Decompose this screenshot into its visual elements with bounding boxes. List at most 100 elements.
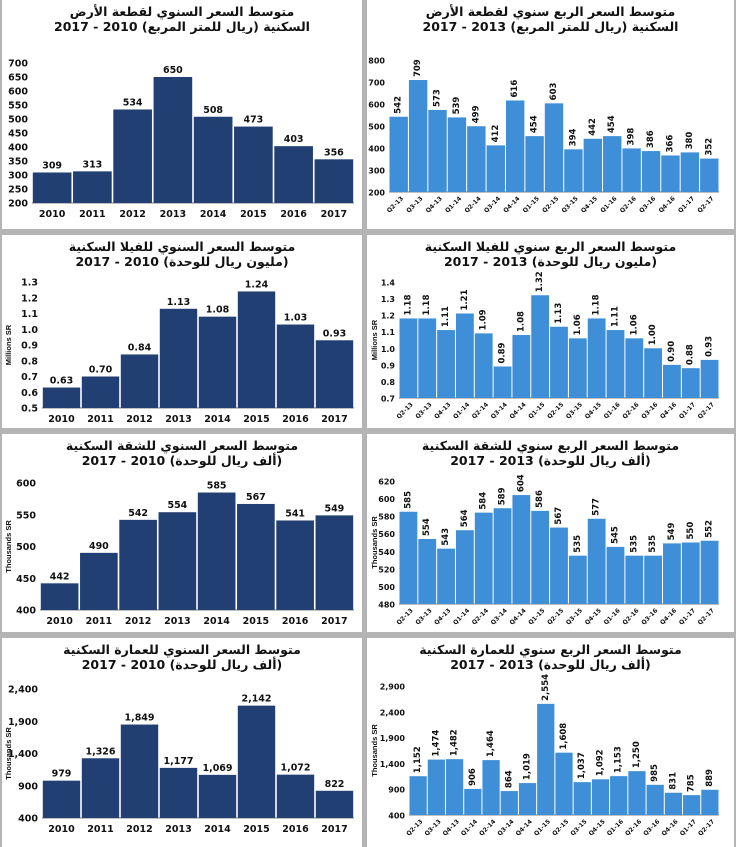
y-tick-label: 200 bbox=[368, 189, 385, 198]
y-tick-label: 0.5 bbox=[21, 404, 38, 415]
x-tick-label: Q2-15 bbox=[541, 195, 560, 214]
y-axis-title: Thousands SR bbox=[370, 724, 379, 777]
data-label: 985 bbox=[650, 764, 660, 782]
x-tick-label: Q1-14 bbox=[452, 607, 471, 626]
x-tick-label: Q1-15 bbox=[527, 607, 546, 626]
x-tick-label: Q3-15 bbox=[569, 818, 588, 837]
bar bbox=[315, 515, 354, 610]
bar bbox=[628, 771, 646, 815]
data-label: 0.84 bbox=[128, 342, 152, 353]
bar bbox=[399, 318, 418, 398]
y-axis-title: Thousands SR bbox=[4, 520, 13, 573]
data-label: 1.13 bbox=[554, 303, 564, 324]
bar bbox=[119, 519, 157, 610]
y-tick-label: 600 bbox=[16, 479, 36, 490]
bar bbox=[276, 520, 314, 610]
bar bbox=[418, 318, 437, 398]
bar bbox=[531, 510, 550, 604]
data-label: 650 bbox=[163, 65, 183, 76]
bar bbox=[644, 348, 663, 398]
x-tick-label: Q2-15 bbox=[546, 607, 565, 626]
chart-title-line1: متوسط السعر السنوي للشقة السكنية bbox=[65, 438, 299, 453]
data-label: 554 bbox=[422, 518, 432, 536]
data-label: 1.18 bbox=[592, 294, 602, 315]
data-label: 549 bbox=[667, 523, 677, 541]
chart-title-line2: (ألف ريال للوحدة) 2010 - 2017 bbox=[81, 453, 283, 468]
bar bbox=[610, 776, 628, 815]
y-tick-label: 1.1 bbox=[381, 328, 396, 337]
bar bbox=[663, 543, 681, 604]
y-tick-label: 400 bbox=[388, 812, 405, 821]
row-divider bbox=[0, 229, 736, 235]
data-label: 1.11 bbox=[441, 306, 451, 327]
x-tick-label: Q3-16 bbox=[642, 818, 661, 837]
chart-title: متوسط السعر السنوي لقطعة الأرض السكنية (… bbox=[2, 4, 362, 34]
data-label: 535 bbox=[573, 535, 583, 553]
y-tick-label: 500 bbox=[8, 115, 28, 126]
x-tick-label: Q3-13 bbox=[405, 195, 424, 214]
y-tick-label: 1.4 bbox=[381, 279, 396, 288]
y-tick-label: 0.8 bbox=[21, 356, 38, 367]
villa-annual-chart: متوسط السعر السنوي للفيلا السكنية (مليون… bbox=[2, 235, 362, 428]
x-tick-label: Q3-13 bbox=[423, 818, 442, 837]
bar bbox=[467, 126, 486, 192]
data-label: 535 bbox=[629, 535, 639, 553]
bar bbox=[505, 100, 525, 192]
bar bbox=[237, 503, 275, 610]
x-tick-label: Q1-14 bbox=[460, 818, 479, 837]
building-quarterly-chart: متوسط السعر الربع سنوي للعمارة السكنية (… bbox=[367, 638, 734, 847]
data-label: 573 bbox=[433, 89, 443, 107]
y-tick-label: 350 bbox=[8, 157, 28, 168]
data-label: 398 bbox=[627, 128, 637, 146]
data-label: 352 bbox=[704, 138, 714, 156]
x-tick-label: Q3-14 bbox=[483, 195, 502, 214]
right-frame bbox=[734, 0, 736, 847]
data-label: 979 bbox=[52, 769, 72, 780]
data-label: 586 bbox=[535, 490, 545, 508]
x-tick-label: Q2-16 bbox=[621, 607, 640, 626]
y-tick-label: 400 bbox=[368, 145, 385, 154]
data-label: 1.00 bbox=[648, 324, 658, 345]
data-label: 1.32 bbox=[535, 271, 545, 292]
data-label: 1.06 bbox=[573, 314, 583, 335]
data-label: 1,019 bbox=[523, 753, 533, 780]
data-label: 1.06 bbox=[629, 314, 639, 335]
x-tick-label: Q2-13 bbox=[395, 607, 414, 626]
x-tick-label: Q3-16 bbox=[638, 195, 657, 214]
bar bbox=[42, 780, 81, 818]
y-tick-label: 480 bbox=[378, 601, 395, 610]
villa-quarterly-chart: متوسط السعر الربع سنوي للفيلا السكنية (م… bbox=[367, 235, 734, 428]
bar bbox=[315, 790, 354, 818]
bar bbox=[603, 136, 622, 192]
bar bbox=[389, 116, 408, 192]
x-tick-label: Q4-16 bbox=[659, 401, 678, 420]
x-tick-label: Q2-14 bbox=[471, 607, 490, 626]
x-tick-label: Q1-15 bbox=[533, 818, 552, 837]
x-tick-label: 2014 bbox=[203, 616, 230, 627]
x-tick-label: 2012 bbox=[126, 824, 152, 835]
x-tick-label: 2017 bbox=[321, 616, 347, 627]
bar bbox=[237, 705, 276, 818]
bar bbox=[474, 512, 493, 604]
data-label: 1.03 bbox=[284, 313, 307, 324]
y-axis-title: Thousands SR bbox=[370, 516, 379, 569]
data-label: 1,608 bbox=[559, 723, 569, 750]
data-label: 442 bbox=[50, 571, 70, 582]
x-tick-label: Q1-16 bbox=[603, 401, 622, 420]
x-tick-label: 2012 bbox=[126, 414, 152, 425]
y-tick-label: 650 bbox=[8, 73, 28, 84]
bar bbox=[482, 760, 500, 815]
x-tick-label: 2015 bbox=[240, 209, 266, 220]
data-label: 1.18 bbox=[403, 294, 413, 315]
data-label: 585 bbox=[403, 491, 413, 509]
chart-svg: 480 500 520 540 560 580 600 620 Thousands SR 585 Q… bbox=[370, 474, 719, 626]
x-tick-label: Q1-14 bbox=[444, 195, 463, 214]
chart-svg: 200 250 300 350 400 450 500 550 600 650 700 309 2010… bbox=[8, 59, 354, 220]
x-tick-label: Q4-15 bbox=[584, 607, 603, 626]
x-tick-label: Q2-16 bbox=[619, 195, 638, 214]
x-tick-label: Q4-13 bbox=[425, 195, 444, 214]
x-tick-label: Q3-16 bbox=[640, 607, 659, 626]
chart-title: متوسط السعر الربع سنوي للشقة السكنية (أل… bbox=[367, 438, 734, 468]
bar bbox=[664, 792, 683, 815]
data-label: 550 bbox=[686, 522, 696, 540]
